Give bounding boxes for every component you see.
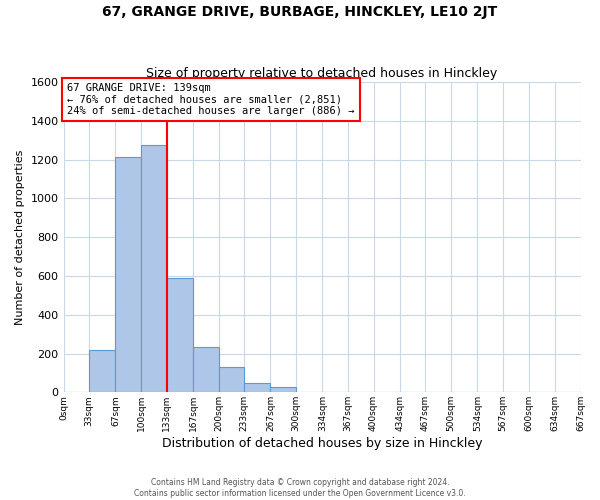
Bar <box>115 156 141 392</box>
Bar <box>89 350 115 393</box>
Title: Size of property relative to detached houses in Hinckley: Size of property relative to detached ho… <box>146 66 497 80</box>
Text: Contains HM Land Registry data © Crown copyright and database right 2024.
Contai: Contains HM Land Registry data © Crown c… <box>134 478 466 498</box>
Bar <box>167 278 193 392</box>
Y-axis label: Number of detached properties: Number of detached properties <box>15 150 25 325</box>
X-axis label: Distribution of detached houses by size in Hinckley: Distribution of detached houses by size … <box>162 437 482 450</box>
Bar <box>193 346 218 393</box>
Text: 67 GRANGE DRIVE: 139sqm
← 76% of detached houses are smaller (2,851)
24% of semi: 67 GRANGE DRIVE: 139sqm ← 76% of detache… <box>67 83 355 116</box>
Bar <box>244 382 271 392</box>
Text: 67, GRANGE DRIVE, BURBAGE, HINCKLEY, LE10 2JT: 67, GRANGE DRIVE, BURBAGE, HINCKLEY, LE1… <box>103 5 497 19</box>
Bar <box>141 145 167 392</box>
Bar <box>218 367 244 392</box>
Bar <box>271 388 296 392</box>
